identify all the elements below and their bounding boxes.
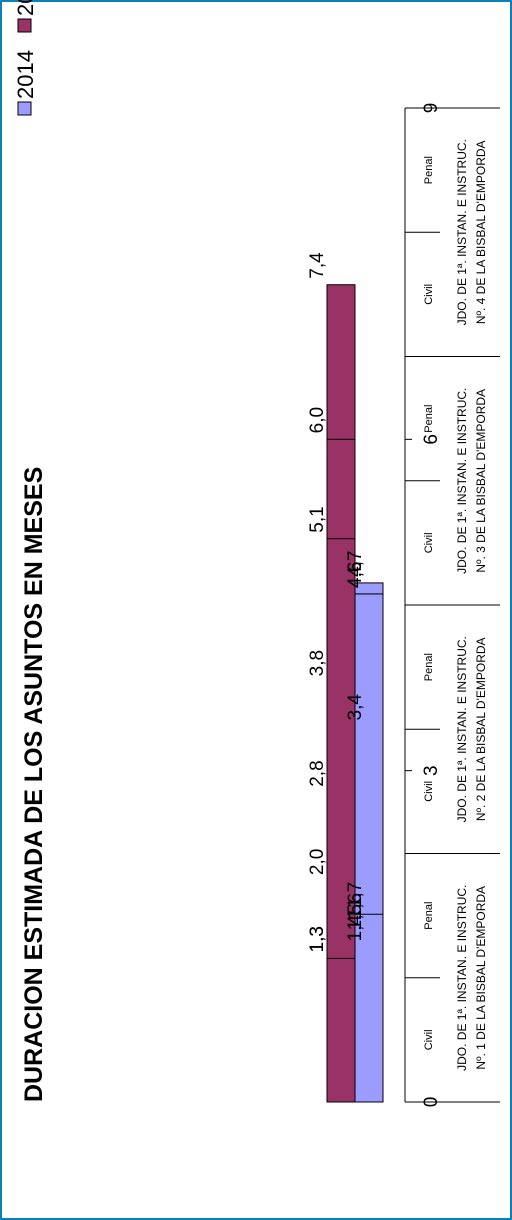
data-label-2014-6: 1,5 bbox=[345, 904, 366, 930]
group-label-line1: JDO. DE 1ª. INSTAN. E INSTRUC. bbox=[455, 139, 469, 325]
legend-swatch-2015 bbox=[17, 18, 32, 33]
bar-2015-8 bbox=[326, 957, 356, 1103]
category-label: Civil bbox=[423, 284, 435, 305]
group-label-line2: Nº. 1 DE LA BISBAL D'EMPORDA bbox=[474, 886, 488, 1070]
category-label: Civil bbox=[423, 781, 435, 802]
data-label-2014-4: 1,4 bbox=[345, 915, 366, 942]
data-label-2015-2: 2,0 bbox=[307, 849, 328, 875]
chart-title: DURACION ESTIMADA DE LOS ASUNTOS EN MESE… bbox=[20, 467, 48, 1102]
data-label-2015-5: 6,0 bbox=[307, 407, 328, 433]
bars bbox=[326, 284, 384, 1103]
data-label-2015-6: 2,8 bbox=[307, 760, 328, 786]
group-label-line2: Nº. 3 DE LA BISBAL D'EMPORDA bbox=[474, 389, 488, 573]
data-label-2014-3: 3,4 bbox=[345, 694, 366, 721]
data-label-2015-3: 3,8 bbox=[307, 650, 328, 676]
category-label: Civil bbox=[423, 1029, 435, 1050]
group-label-line1: JDO. DE 1ª. INSTAN. E INSTRUC. bbox=[455, 388, 469, 574]
category-label: Penal bbox=[423, 653, 435, 681]
legend-label-2015: 2015 bbox=[13, 0, 38, 16]
data-labels: 4,77,41,62,03,43,81,41,34,66,01,52,84,65… bbox=[307, 252, 366, 953]
legend-label-2014: 2014 bbox=[13, 50, 38, 99]
data-label-2015-7: 5,1 bbox=[307, 506, 328, 532]
legend-swatch-2014 bbox=[17, 101, 32, 116]
group-label-line1: JDO. DE 1ª. INSTAN. E INSTRUC. bbox=[455, 636, 469, 822]
value-tick-label: 3 bbox=[421, 765, 442, 776]
category-label: Civil bbox=[423, 532, 435, 553]
data-label-2014-7: 4,6 bbox=[345, 562, 366, 588]
data-label-2014-5: 4,6 bbox=[345, 562, 366, 588]
group-label-line2: Nº. 2 DE LA BISBAL D'EMPORDA bbox=[474, 637, 488, 821]
group-label-line1: JDO. DE 1ª. INSTAN. E INSTRUC. bbox=[455, 885, 469, 1071]
data-label-2015-4: 1,3 bbox=[307, 926, 328, 952]
data-label-2014-8: 1,7 bbox=[345, 882, 366, 908]
data-label-2015-8: 1,3 bbox=[307, 926, 328, 952]
data-label-2014-2: 1,6 bbox=[345, 893, 366, 919]
data-label-2015-1: 7,4 bbox=[307, 252, 328, 279]
category-label: Penal bbox=[423, 902, 435, 930]
data-label-2014-1: 4,7 bbox=[345, 550, 366, 576]
legend: 2014 2015 bbox=[13, 0, 38, 116]
category-axis: Civil Penal Civil Penal Civil Penal Civil Penal… bbox=[405, 107, 500, 1103]
value-tick-label: 6 bbox=[421, 434, 442, 445]
group-label-line2: Nº. 4 DE LA BISBAL D'EMPORDA bbox=[474, 140, 488, 324]
category-label: Penal bbox=[423, 405, 435, 433]
bar-2014-8 bbox=[354, 913, 384, 1103]
category-label: Penal bbox=[423, 156, 435, 184]
